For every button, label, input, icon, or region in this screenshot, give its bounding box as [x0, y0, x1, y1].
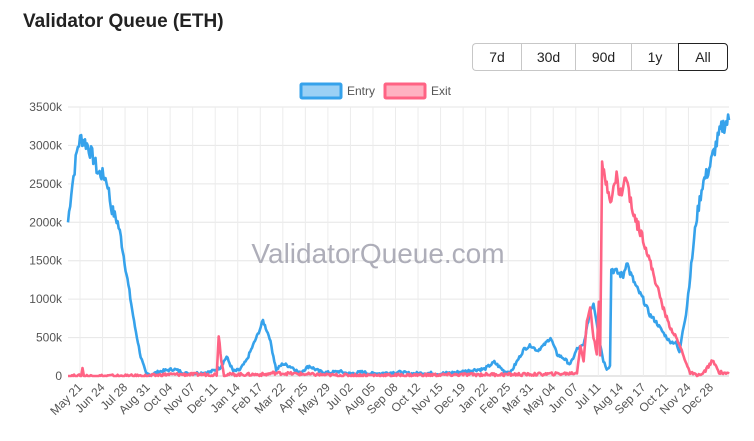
range-button-1y[interactable]: 1y — [631, 43, 678, 71]
range-button-group: 7d 30d 90d 1y All — [472, 43, 728, 71]
range-button-30d[interactable]: 30d — [521, 43, 575, 71]
series-line-entry — [66, 113, 731, 378]
y-tick-label: 1500k — [29, 254, 63, 268]
range-button-all[interactable]: All — [678, 43, 728, 71]
y-tick-label: 0 — [55, 369, 62, 383]
y-tick-label: 3000k — [29, 138, 63, 152]
y-tick-label: 1000k — [29, 292, 63, 306]
page-title: Validator Queue (ETH) — [23, 11, 224, 32]
range-button-90d[interactable]: 90d — [575, 43, 631, 71]
legend-swatch-entry — [299, 82, 343, 100]
watermark-text: ValidatorQueue.com — [251, 238, 504, 269]
legend-label-entry: Entry — [347, 84, 375, 98]
y-tick-label: 500k — [36, 331, 63, 345]
range-button-7d[interactable]: 7d — [472, 43, 521, 71]
y-tick-label: 2000k — [29, 215, 63, 229]
series-line-exit — [67, 160, 730, 378]
y-axis: 0 500k 1000k 1500k 2000k 2500k 3000k 3500k — [29, 100, 63, 383]
y-tick-label: 3500k — [29, 100, 63, 114]
chart-legend: Entry Exit — [299, 82, 452, 100]
legend-label-exit: Exit — [431, 84, 452, 98]
y-tick-label: 2500k — [29, 177, 63, 191]
legend-swatch-exit — [383, 82, 427, 100]
series-lines — [66, 113, 731, 378]
